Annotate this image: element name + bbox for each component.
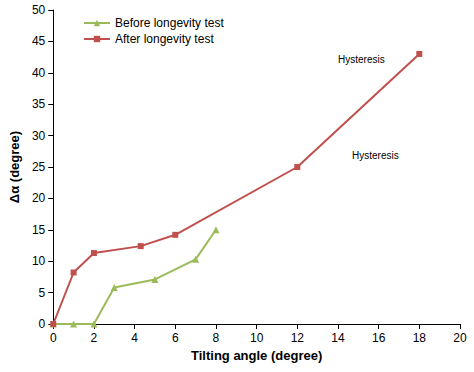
svg-text:Hysteresis: Hysteresis xyxy=(338,54,385,65)
svg-text:8: 8 xyxy=(213,331,220,345)
svg-text:18: 18 xyxy=(413,331,427,345)
svg-text:50: 50 xyxy=(32,3,46,17)
svg-text:20: 20 xyxy=(453,331,467,345)
svg-text:4: 4 xyxy=(131,331,138,345)
svg-text:0: 0 xyxy=(39,317,46,331)
svg-text:35: 35 xyxy=(32,97,46,111)
svg-text:After longevity test: After longevity test xyxy=(115,32,214,46)
svg-text:25: 25 xyxy=(32,160,46,174)
svg-text:12: 12 xyxy=(291,331,305,345)
svg-text:6: 6 xyxy=(172,331,179,345)
svg-text:Before longevity test: Before longevity test xyxy=(115,16,224,30)
svg-text:15: 15 xyxy=(32,223,46,237)
svg-text:14: 14 xyxy=(331,331,345,345)
svg-text:0: 0 xyxy=(50,331,57,345)
svg-text:30: 30 xyxy=(32,129,46,143)
svg-text:16: 16 xyxy=(372,331,386,345)
svg-text:10: 10 xyxy=(32,254,46,268)
svg-text:40: 40 xyxy=(32,66,46,80)
svg-text:Δα (degree): Δα (degree) xyxy=(7,131,22,203)
svg-text:20: 20 xyxy=(32,191,46,205)
svg-text:10: 10 xyxy=(250,331,264,345)
svg-text:45: 45 xyxy=(32,34,46,48)
svg-text:Hysteresis: Hysteresis xyxy=(352,150,399,161)
svg-text:5: 5 xyxy=(39,286,46,300)
svg-text:Tilting angle (degree): Tilting angle (degree) xyxy=(191,348,322,363)
svg-text:2: 2 xyxy=(91,331,98,345)
